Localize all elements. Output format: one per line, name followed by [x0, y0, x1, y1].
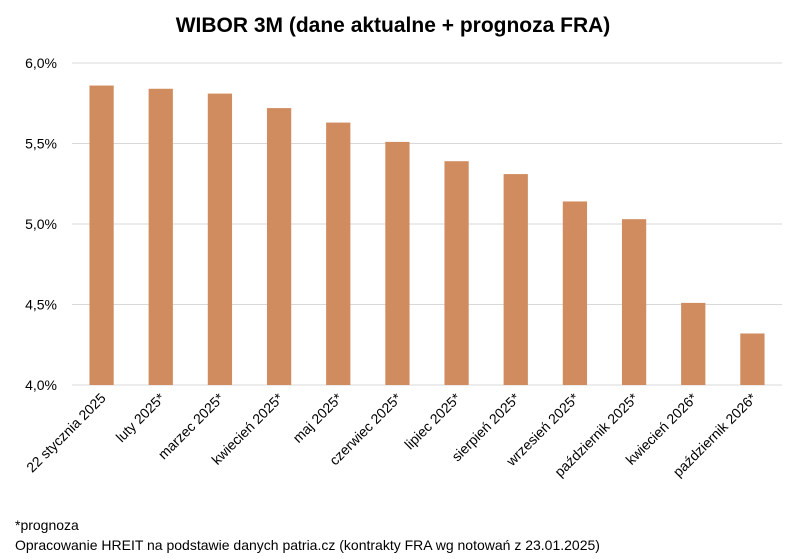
bar [266, 108, 292, 385]
forecast-footnote: *prognoza [15, 517, 79, 533]
bar [681, 302, 706, 385]
gridlines [72, 62, 782, 386]
bar [621, 219, 647, 385]
bar [326, 122, 351, 385]
bar [562, 201, 588, 385]
y-tick-label: 4,5% [25, 297, 57, 313]
bar [148, 88, 173, 385]
y-tick-label: 5,5% [25, 136, 57, 152]
bar-chart: 4,0% 4,5% 5,0% 5,5% 6,0% 22 stycznia 2025 lut… [23, 55, 782, 480]
y-axis-tick-labels: 4,0% 4,5% 5,0% 5,5% 6,0% [25, 55, 57, 393]
bar [503, 174, 528, 385]
bars [89, 85, 765, 385]
x-tick-label: 22 stycznia 2025 [23, 390, 109, 476]
chart-title: WIBOR 3M (dane aktualne + prognoza FRA) [175, 14, 611, 37]
y-tick-label: 5,0% [25, 216, 57, 232]
x-axis-tick-labels: 22 stycznia 2025 luty 2025*marzec 2025*kw… [23, 389, 760, 479]
bar [89, 85, 114, 385]
bar [444, 161, 469, 385]
x-tick-label: luty 2025* [113, 389, 169, 445]
bar [207, 93, 233, 385]
bar [740, 333, 765, 385]
y-tick-label: 6,0% [25, 55, 57, 71]
source-footnote: Opracowanie HREIT na podstawie danych pa… [15, 537, 600, 553]
bar [385, 141, 410, 385]
x-tick-label: lipiec 2025* [401, 389, 464, 452]
x-tick-label: maj 2025* [289, 389, 345, 445]
y-tick-label: 4,0% [25, 377, 57, 393]
